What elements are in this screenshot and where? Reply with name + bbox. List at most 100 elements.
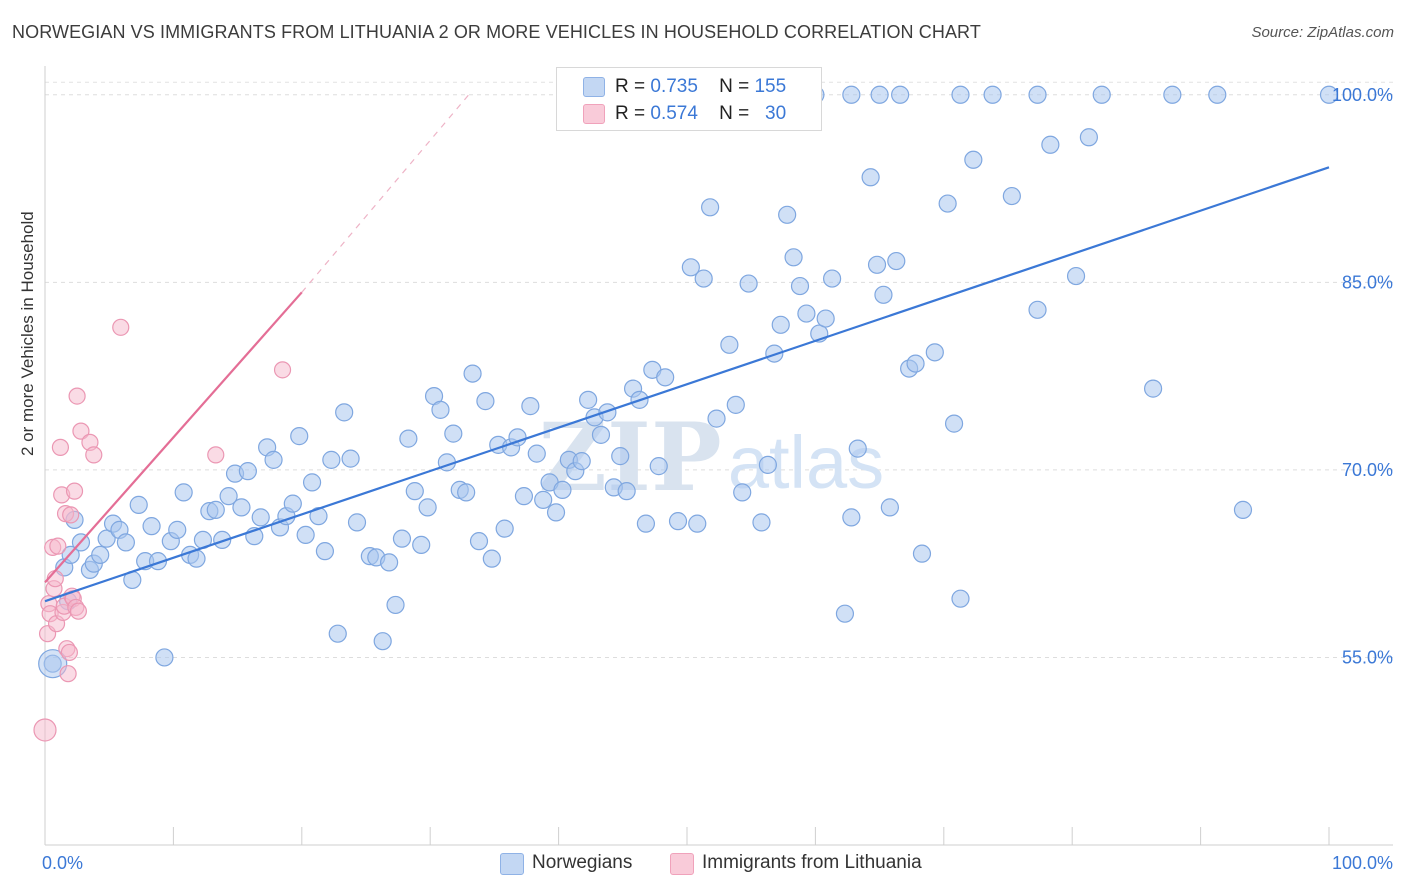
norwegians-point <box>495 519 514 538</box>
legend-r-value: 0.574 <box>650 103 698 124</box>
norwegians-point <box>848 439 867 458</box>
norwegians-point <box>328 624 347 643</box>
x-tick-label-min: 0.0% <box>42 853 83 873</box>
norwegians-point <box>874 285 893 304</box>
norwegians-point <box>944 414 964 433</box>
norwegians-point <box>206 500 225 519</box>
lithuania-point <box>62 506 80 524</box>
norwegians-point <box>508 428 527 447</box>
norwegians-point <box>534 490 553 509</box>
norwegians-point <box>784 248 803 267</box>
norwegians-point <box>469 532 489 551</box>
lithuania-point <box>49 537 67 555</box>
legend-label-lithuania: Immigrants from Lithuania <box>702 852 922 873</box>
norwegians-point <box>341 449 360 468</box>
lithuania-point <box>273 361 292 379</box>
stats-legend: R = 0.735 N = 155 R = 0.574 N = 30 <box>556 67 822 131</box>
norwegians-point <box>238 462 257 481</box>
norwegians-point <box>392 529 412 548</box>
watermark-atlas: atlas <box>728 421 884 504</box>
norwegians-point <box>129 495 148 514</box>
norwegians-point <box>142 517 161 536</box>
legend-n-value: 30 <box>765 103 787 124</box>
legend-swatch-lithuania <box>583 104 605 124</box>
lithuania-point <box>68 387 86 405</box>
lithuania-trend-line <box>44 291 303 584</box>
norwegians-point <box>444 424 463 443</box>
source-label: Source: ZipAtlas.com <box>1251 24 1394 41</box>
norwegians-point <box>983 85 1002 104</box>
gridlines <box>45 81 1393 658</box>
lithuania-points <box>33 318 292 742</box>
norwegians-point <box>264 450 283 469</box>
norwegians-point <box>322 450 341 469</box>
norwegians-point <box>771 315 790 334</box>
norwegians-point <box>726 395 745 414</box>
norwegians-point <box>405 482 424 501</box>
norwegians-point <box>951 85 970 104</box>
norwegians-point <box>701 198 720 217</box>
norwegians-point <box>412 535 431 555</box>
norwegians-point <box>835 604 855 623</box>
norwegians-point <box>611 447 630 466</box>
norwegians-point <box>1233 500 1253 519</box>
lithuania-point <box>33 718 57 742</box>
legend-swatch-lithuania <box>670 853 694 875</box>
legend-swatch-norwegians <box>500 853 524 875</box>
legend-r-value: 0.735 <box>650 76 698 97</box>
norwegians-point <box>380 553 399 572</box>
norwegians-point <box>386 595 405 615</box>
lithuania-point <box>85 446 103 464</box>
norwegians-point <box>168 520 187 539</box>
norwegians-point-large <box>38 649 68 679</box>
norwegians-point <box>720 335 739 354</box>
legend-n-label: N = <box>719 103 750 124</box>
norwegians-point <box>880 498 899 517</box>
y-tick-label: 70.0% <box>1342 460 1393 480</box>
norwegians-point <box>617 482 636 501</box>
norwegians-point <box>951 589 970 608</box>
norwegians-point <box>681 258 700 277</box>
lithuania-point <box>207 446 225 464</box>
norwegians-point <box>938 194 957 213</box>
norwegians-trend-line <box>44 166 1330 603</box>
norwegians-point <box>232 498 251 517</box>
norwegians-point <box>213 530 232 550</box>
norwegians-point <box>598 403 617 422</box>
legend-n-value: 155 <box>754 76 787 97</box>
norwegians-point <box>891 85 910 104</box>
norwegians-point <box>1092 85 1111 104</box>
lithuania-point <box>112 318 130 336</box>
y-axis-label: 2 or more Vehicles in Household <box>18 211 37 456</box>
norwegians-point <box>553 480 572 499</box>
norwegians-point <box>219 487 238 506</box>
lithuania-point <box>69 602 87 620</box>
norwegians-point <box>1143 379 1163 398</box>
legend-swatch-norwegians <box>583 77 605 97</box>
norwegians-point <box>591 425 611 444</box>
lithuania-point <box>59 665 77 683</box>
norwegians-point <box>816 309 835 328</box>
tick-labels: 55.0% 70.0% 85.0% 100.0% 0.0% 100.0% <box>42 85 1393 873</box>
norwegians-point <box>1163 85 1182 104</box>
norwegians-point <box>797 304 816 323</box>
norwegians-point <box>1028 300 1047 319</box>
norwegians-point <box>870 85 889 104</box>
norwegians-point <box>373 632 392 651</box>
norwegians-point <box>1066 266 1086 286</box>
norwegians-point <box>842 508 861 527</box>
norwegians-point <box>1319 85 1339 104</box>
norwegians-point <box>527 444 546 463</box>
norwegians-point <box>842 85 861 104</box>
norwegians-point <box>688 514 707 533</box>
norwegians-point <box>335 403 354 422</box>
legend-n-label: N = <box>719 76 750 97</box>
norwegians-point <box>1208 85 1227 104</box>
norwegians-point <box>861 168 880 187</box>
lithuania-point <box>72 422 90 440</box>
norwegians-point <box>521 397 540 416</box>
lithuania-point <box>65 482 84 500</box>
norwegians-point <box>431 400 450 419</box>
norwegians-point <box>752 513 771 532</box>
